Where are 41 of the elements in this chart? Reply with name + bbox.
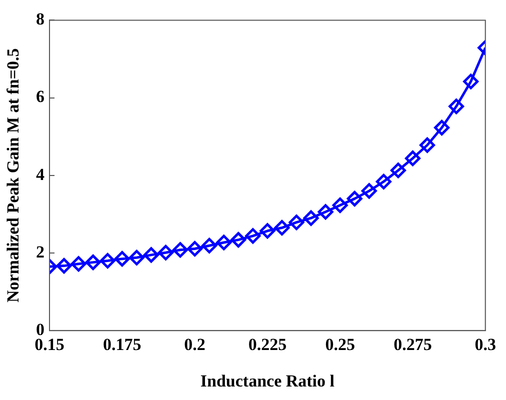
point [216,234,232,250]
point [245,228,261,244]
point [70,256,86,272]
point [448,98,464,114]
y-tick-label: 8 [36,10,44,29]
point [230,232,246,248]
point [114,251,130,267]
x-tick-label: 0.25 [325,335,355,354]
y-axis-title: Normalized Peak Gain M at fn=0.5 [3,48,22,303]
point [361,183,377,199]
point [376,174,392,190]
x-tick-label: 0.2 [184,335,206,354]
point [318,204,334,220]
point [303,210,319,226]
x-tick-label: 0.275 [394,335,432,354]
x-axis-title: Inductance Ratio l [200,371,335,390]
point [420,137,436,153]
point [202,238,218,254]
point [172,242,188,258]
point [434,120,450,136]
point [143,247,159,263]
x-tick-label: 0.3 [474,335,496,354]
point [332,198,348,214]
point [463,74,479,90]
point [158,244,174,260]
y-tick-label: 4 [36,164,45,184]
point [288,214,304,230]
point [187,240,203,256]
point [346,190,362,206]
point [390,162,406,178]
x-tick-label: 0.225 [248,335,287,354]
x-tick-label: 0.175 [103,335,142,354]
point [128,250,144,266]
point [274,220,290,236]
y-tick-label: 6 [36,87,44,106]
point [260,223,276,239]
y-tick-label: 2 [36,242,44,262]
point [85,254,101,270]
point [100,253,116,269]
point [404,150,420,166]
point [56,258,72,274]
